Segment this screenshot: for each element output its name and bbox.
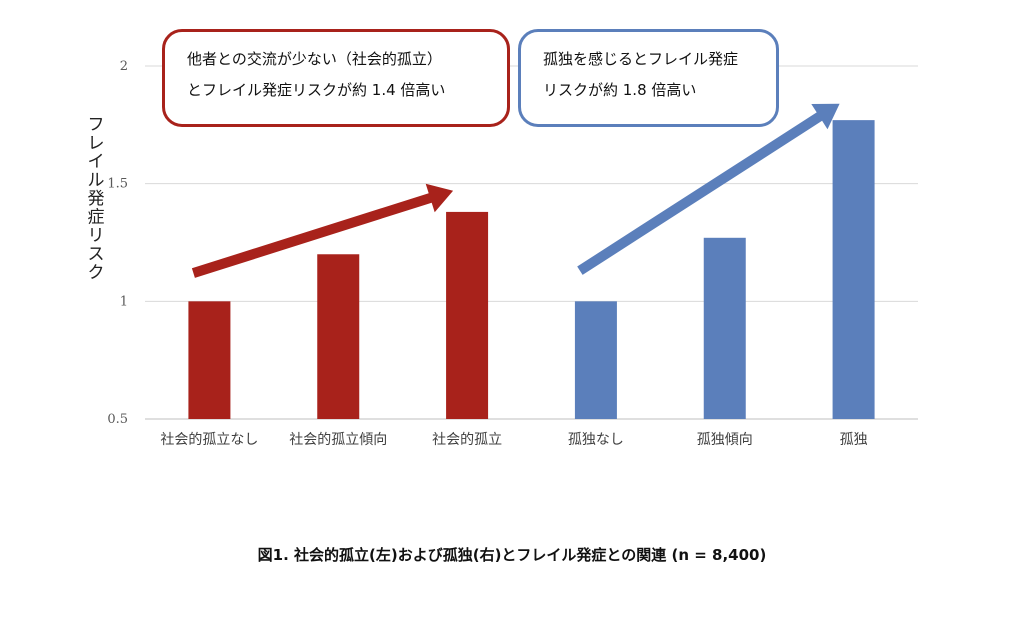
x-category-label: 孤独傾向: [697, 432, 753, 448]
callout-loneliness-line-2: リスクが約 1.8 倍高い: [543, 81, 697, 99]
y-axis-label-char: ク: [88, 263, 105, 283]
y-axis-label-char: レ: [88, 134, 105, 154]
callout-social-isolation-line-2: とフレイル発症リスクが約 1.4 倍高い: [187, 81, 446, 99]
x-category-label: 社会的孤立傾向: [289, 432, 387, 448]
y-axis-label-char: フ: [88, 115, 105, 135]
y-tick-label: 0.5: [107, 412, 128, 427]
trend-arrow: [577, 103, 840, 275]
y-tick-label: 1: [120, 294, 128, 309]
y-tick-label: 1.5: [107, 177, 128, 192]
y-axis-label-char: 発: [88, 189, 105, 209]
bar: [574, 301, 617, 419]
y-tick-label: 2: [120, 59, 128, 74]
x-category-label: 社会的孤立: [432, 432, 502, 448]
x-category-label: 孤独: [840, 432, 868, 448]
y-axis-label-char: イ: [88, 152, 105, 172]
y-axis-label-char: ル: [88, 171, 105, 191]
y-axis-ticks: 0.5 1 1.5 2: [107, 59, 128, 427]
bar: [317, 254, 360, 419]
bar: [188, 301, 231, 419]
y-axis-label: フレイル発症リスク: [88, 115, 105, 283]
callout-social-isolation-line-1: 他者との交流が少ない（社会的孤立）: [187, 50, 442, 68]
figure-caption: 図1. 社会的孤立(左)および孤独(右)とフレイル発症との関連 (n = 8,4…: [257, 546, 767, 564]
bar: [703, 237, 746, 419]
callout-loneliness-line-1: 孤独を感じるとフレイル発症: [543, 50, 739, 68]
x-axis-categories: 社会的孤立なし 社会的孤立傾向 社会的孤立 孤独なし 孤独傾向 孤独: [160, 432, 867, 448]
callout-social-isolation: 他者との交流が少ない（社会的孤立） とフレイル発症リスクが約 1.4 倍高い: [162, 29, 510, 127]
trend-arrows: [191, 103, 840, 278]
y-axis-label-char: ス: [88, 245, 105, 265]
bars: [188, 120, 875, 420]
y-axis-label-char: リ: [88, 226, 105, 246]
bar: [832, 120, 875, 420]
callout-loneliness: 孤独を感じるとフレイル発症 リスクが約 1.8 倍高い: [518, 29, 779, 127]
y-axis-label-char: 症: [88, 208, 105, 228]
x-category-label: 孤独なし: [568, 432, 624, 448]
trend-arrow: [191, 183, 454, 278]
x-category-label: 社会的孤立なし: [160, 432, 258, 448]
bar: [446, 211, 489, 419]
